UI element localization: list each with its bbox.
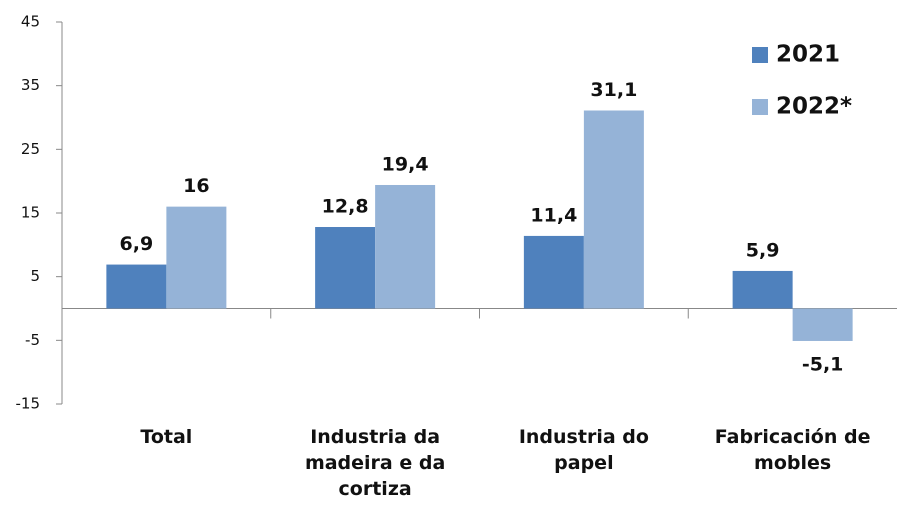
y-tick-label: 15 xyxy=(21,204,40,222)
bar xyxy=(732,270,793,309)
bar xyxy=(583,110,644,309)
data-label: 11,4 xyxy=(530,204,577,226)
data-label: -5,1 xyxy=(802,353,844,375)
x-tick-label: Industria do papel xyxy=(518,426,649,474)
y-tick-label: 35 xyxy=(21,76,40,94)
y-tick-label: 25 xyxy=(21,140,40,158)
bar xyxy=(375,184,436,309)
bar xyxy=(523,235,584,309)
legend-swatch xyxy=(752,47,768,63)
data-label: 5,9 xyxy=(746,239,780,261)
data-label: 19,4 xyxy=(382,153,429,175)
data-label: 12,8 xyxy=(322,196,369,218)
y-tick-label: 5 xyxy=(30,267,40,285)
bar xyxy=(315,227,376,309)
data-label: 31,1 xyxy=(590,79,637,101)
x-tick-label: Industria da madeira e da cortiza xyxy=(304,426,446,500)
data-label: 16 xyxy=(183,175,209,197)
x-tick-label: Fabricación de mobles xyxy=(714,426,871,474)
bar xyxy=(166,206,227,309)
legend-label: 2022* xyxy=(776,94,852,120)
x-tick-label: Total xyxy=(140,426,193,448)
y-tick-label: -15 xyxy=(16,395,41,413)
y-tick-label: 45 xyxy=(21,13,40,31)
legend-label: 2021 xyxy=(776,42,840,68)
y-tick-label: -5 xyxy=(25,331,40,349)
legend-swatch xyxy=(752,99,768,115)
bar xyxy=(106,264,167,309)
data-label: 6,9 xyxy=(120,233,154,255)
bar xyxy=(792,308,853,341)
